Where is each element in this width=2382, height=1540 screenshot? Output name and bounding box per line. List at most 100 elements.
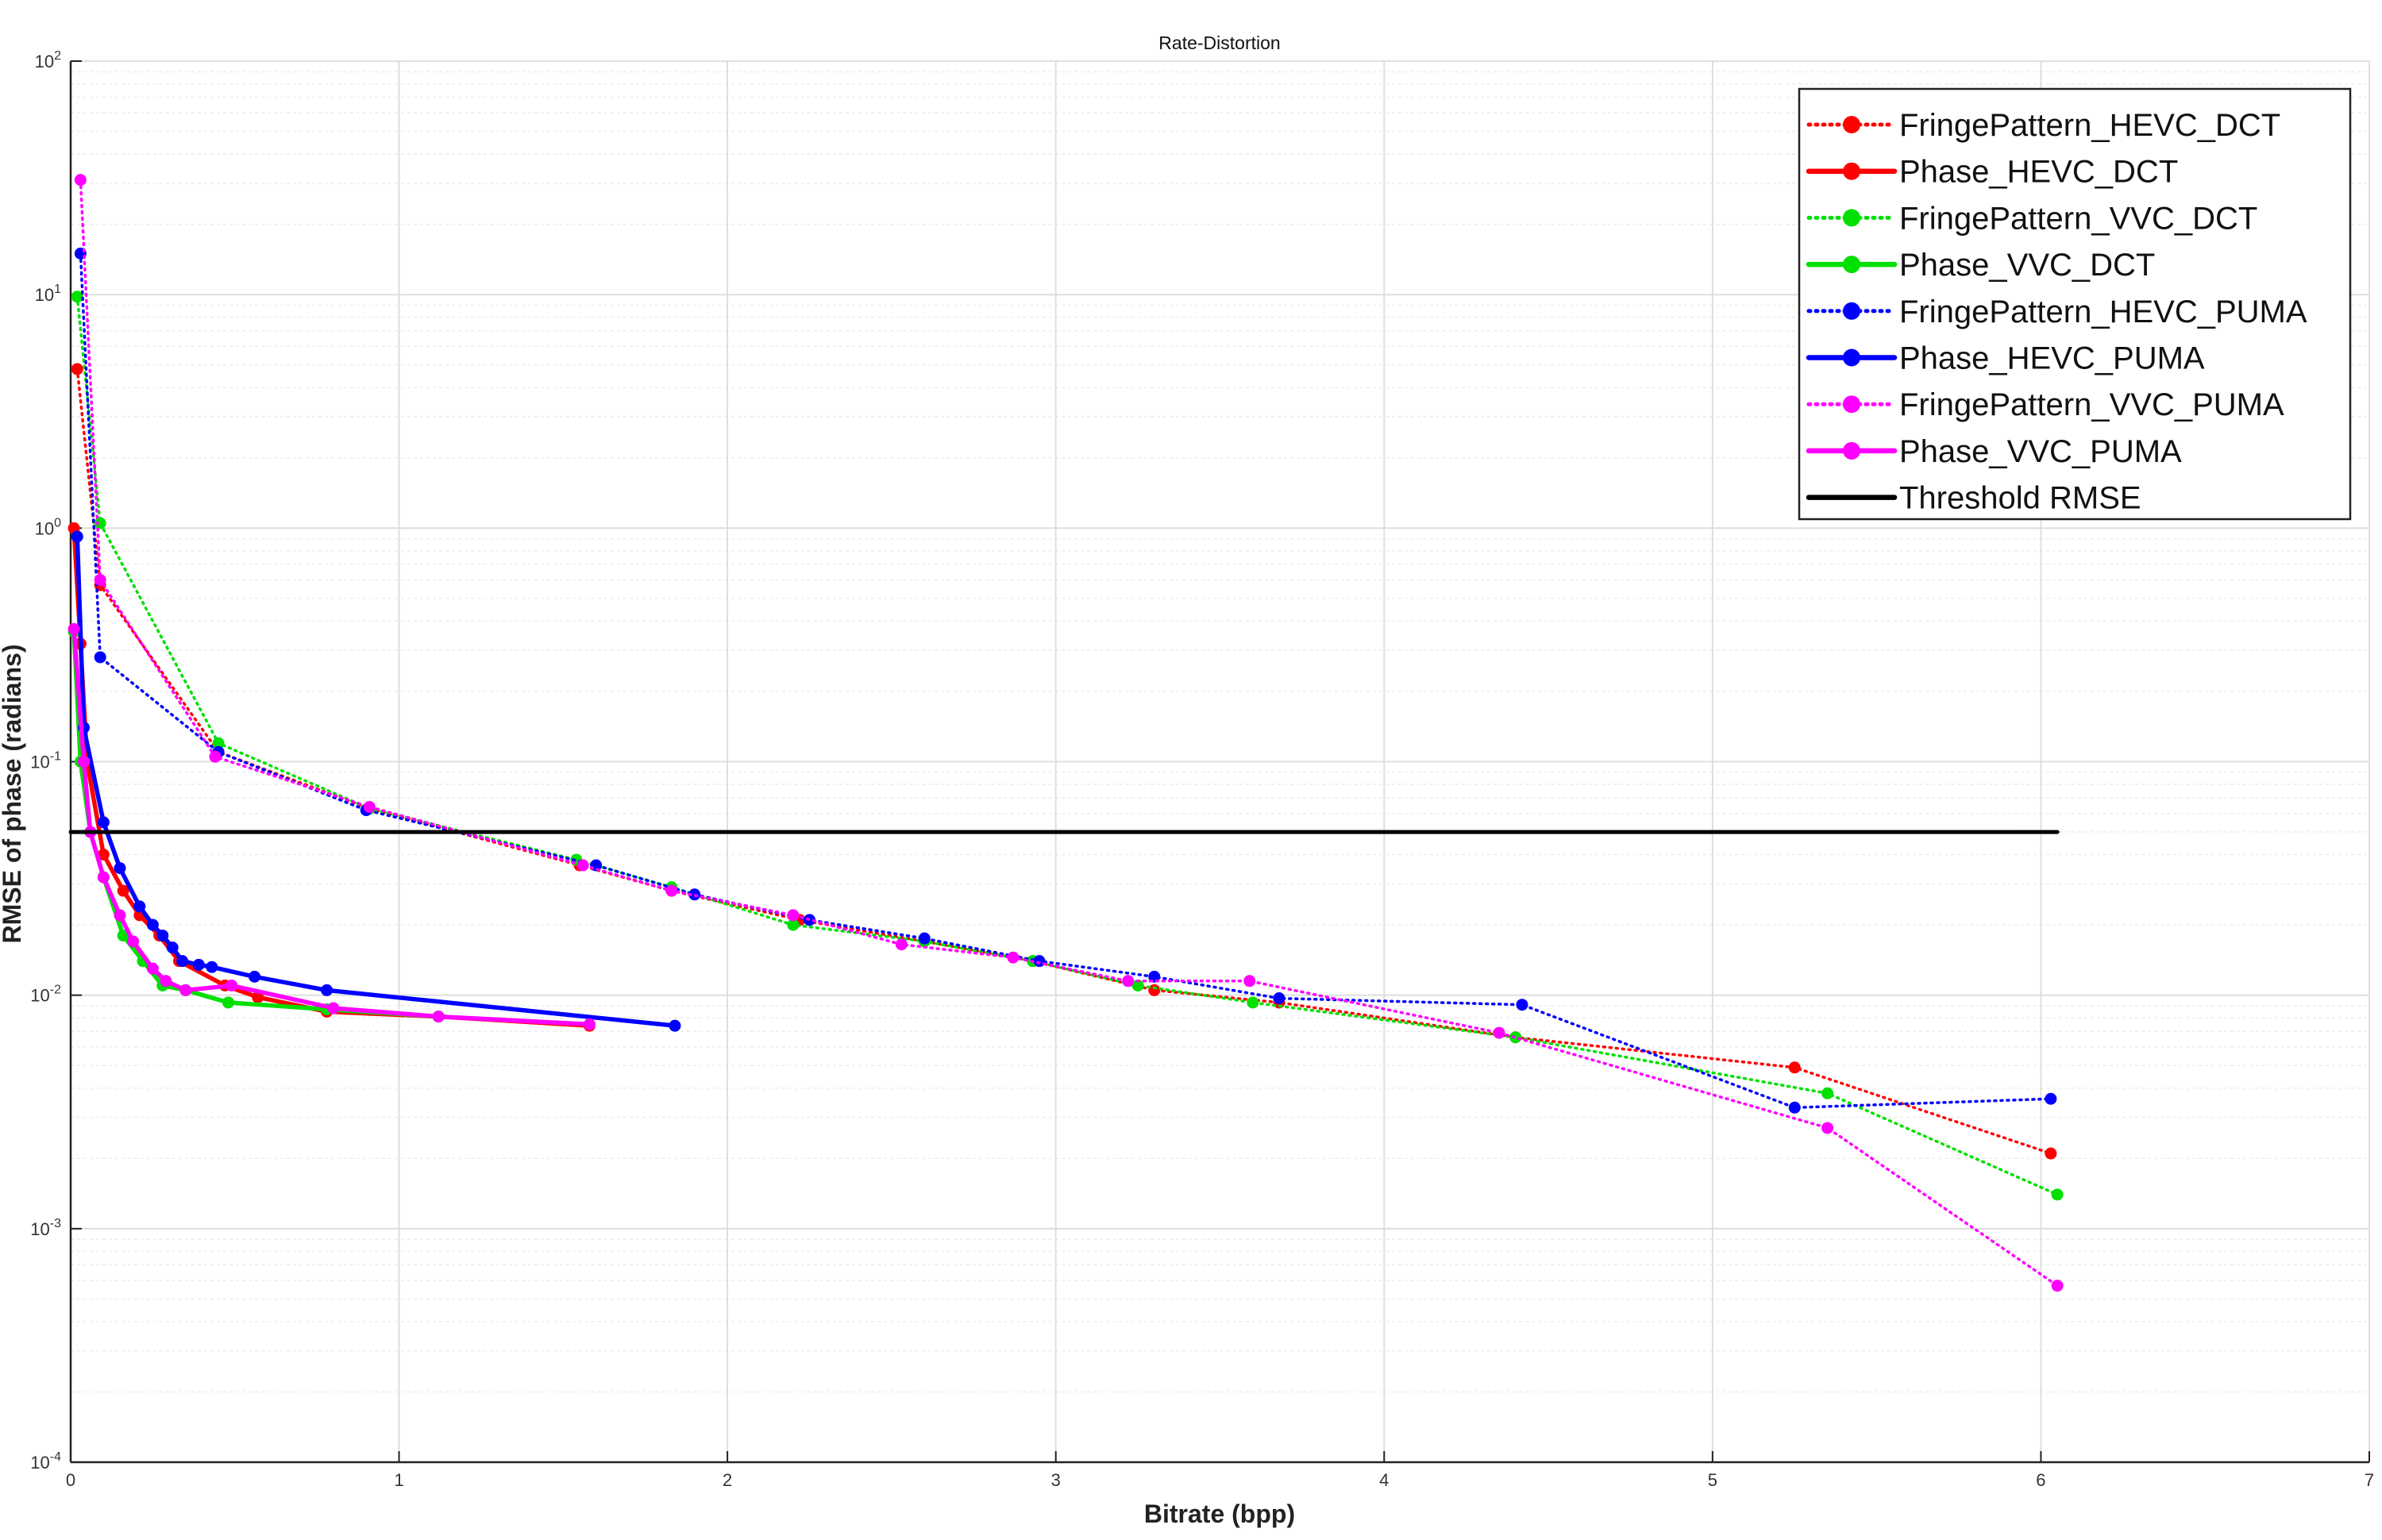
legend-marker bbox=[1843, 395, 1860, 414]
data-point bbox=[1243, 975, 1256, 988]
legend-marker bbox=[1843, 302, 1860, 320]
data-point bbox=[1493, 1026, 1505, 1039]
y-tick-base: 10 bbox=[35, 285, 54, 305]
x-tick-label: 1 bbox=[394, 1470, 403, 1490]
data-point bbox=[1122, 975, 1135, 988]
data-point bbox=[71, 530, 83, 543]
data-point bbox=[192, 958, 205, 971]
y-tick-base: 10 bbox=[35, 518, 54, 538]
data-point bbox=[71, 291, 83, 303]
y-tick-label: 10-3 bbox=[30, 1217, 61, 1239]
y-tick-base: 10 bbox=[35, 52, 54, 71]
legend-box bbox=[1798, 87, 2352, 521]
data-point bbox=[114, 862, 126, 875]
data-point bbox=[166, 941, 179, 954]
data-point bbox=[97, 816, 110, 829]
legend-item: FringePattern_HEVC_PUMA bbox=[1806, 295, 2307, 329]
legend-marker bbox=[1843, 256, 1860, 274]
legend-label: Phase_HEVC_DCT bbox=[1899, 155, 2178, 190]
data-point bbox=[2045, 1092, 2057, 1105]
data-point bbox=[176, 955, 189, 968]
data-point bbox=[179, 984, 192, 996]
data-point bbox=[669, 1019, 681, 1032]
legend-item: Phase_HEVC_PUMA bbox=[1806, 341, 2205, 376]
x-axis-label: Bitrate (bpp) bbox=[1144, 1500, 1295, 1528]
data-point bbox=[2051, 1188, 2064, 1201]
legend-item: Phase_VVC_DCT bbox=[1806, 248, 2155, 283]
data-point bbox=[1788, 1061, 1801, 1074]
data-point bbox=[117, 884, 129, 897]
y-tick-exponent: -1 bbox=[50, 750, 61, 764]
y-tick-label: 10-2 bbox=[30, 984, 61, 1006]
data-point bbox=[918, 932, 931, 945]
legend-marker bbox=[1843, 162, 1860, 180]
data-point bbox=[97, 871, 110, 884]
data-point bbox=[71, 363, 83, 375]
data-point bbox=[1516, 999, 1528, 1011]
y-tick-label: 100 bbox=[35, 516, 61, 538]
legend-label: FringePattern_VVC_PUMA bbox=[1899, 387, 2284, 422]
legend-item: FringePattern_VVC_PUMA bbox=[1806, 387, 2284, 422]
y-tick-base: 10 bbox=[30, 1453, 49, 1473]
data-point bbox=[327, 1002, 340, 1014]
data-point bbox=[1247, 996, 1259, 1009]
y-tick-base: 10 bbox=[30, 986, 49, 1006]
data-point bbox=[78, 756, 91, 768]
x-tick-label: 4 bbox=[1379, 1470, 1389, 1490]
data-point bbox=[787, 909, 800, 922]
y-tick-exponent: -4 bbox=[50, 1450, 61, 1464]
legend-label: Phase_HEVC_PUMA bbox=[1899, 341, 2205, 376]
data-point bbox=[2045, 1147, 2057, 1160]
x-tick-label: 2 bbox=[723, 1470, 732, 1490]
x-tick-label: 7 bbox=[2365, 1470, 2374, 1490]
data-point bbox=[94, 517, 106, 529]
data-point bbox=[576, 859, 589, 872]
x-tick-label: 0 bbox=[66, 1470, 75, 1490]
chart-title: Rate-Distortion bbox=[1158, 33, 1280, 53]
y-tick-exponent: -2 bbox=[50, 984, 61, 997]
data-point bbox=[209, 750, 222, 763]
data-point bbox=[321, 984, 333, 996]
legend-label: Threshold RMSE bbox=[1899, 481, 2141, 516]
grid bbox=[70, 60, 2370, 1463]
legend-label: FringePattern_HEVC_PUMA bbox=[1899, 295, 2307, 329]
data-point bbox=[133, 900, 146, 913]
series-phase-hevc-puma bbox=[71, 530, 681, 1032]
data-point bbox=[432, 1011, 445, 1023]
legend-item: FringePattern_HEVC_DCT bbox=[1806, 108, 2280, 143]
data-point bbox=[94, 651, 106, 664]
data-point bbox=[895, 938, 908, 951]
y-tick-exponent: -3 bbox=[50, 1217, 61, 1230]
data-point bbox=[1788, 1101, 1801, 1114]
data-point bbox=[146, 962, 159, 975]
data-point bbox=[222, 996, 235, 1009]
legend-label: FringePattern_VVC_DCT bbox=[1899, 201, 2257, 236]
data-point bbox=[146, 918, 159, 931]
y-axis-label: RMSE of phase (radians) bbox=[0, 645, 26, 944]
legend-item: Threshold RMSE bbox=[1806, 481, 2141, 516]
data-point bbox=[1033, 955, 1046, 968]
data-point bbox=[67, 622, 80, 635]
data-point bbox=[1821, 1087, 1834, 1099]
series-line bbox=[79, 252, 2052, 1110]
data-point bbox=[94, 574, 106, 587]
legend-marker bbox=[1843, 348, 1860, 367]
data-point bbox=[1509, 1031, 1522, 1044]
legend-item: Phase_HEVC_DCT bbox=[1806, 155, 2178, 190]
data-point bbox=[160, 975, 172, 988]
data-point bbox=[206, 961, 218, 973]
x-tick-label: 3 bbox=[1051, 1470, 1061, 1490]
data-point bbox=[249, 970, 261, 983]
legend: FringePattern_HEVC_DCT Phase_HEVC_DCT Frin… bbox=[1798, 87, 2352, 521]
y-tick-label: 102 bbox=[35, 49, 61, 71]
data-point bbox=[156, 930, 169, 942]
x-tick-label: 6 bbox=[2036, 1470, 2045, 1490]
legend-label: Phase_VVC_DCT bbox=[1899, 248, 2155, 283]
legend-label: FringePattern_HEVC_DCT bbox=[1899, 108, 2280, 143]
data-point bbox=[1131, 979, 1144, 991]
y-tick-base: 10 bbox=[30, 1219, 49, 1239]
series-layer bbox=[67, 174, 2064, 1292]
y-tick-label: 10-1 bbox=[30, 750, 61, 772]
data-point bbox=[1821, 1122, 1834, 1134]
